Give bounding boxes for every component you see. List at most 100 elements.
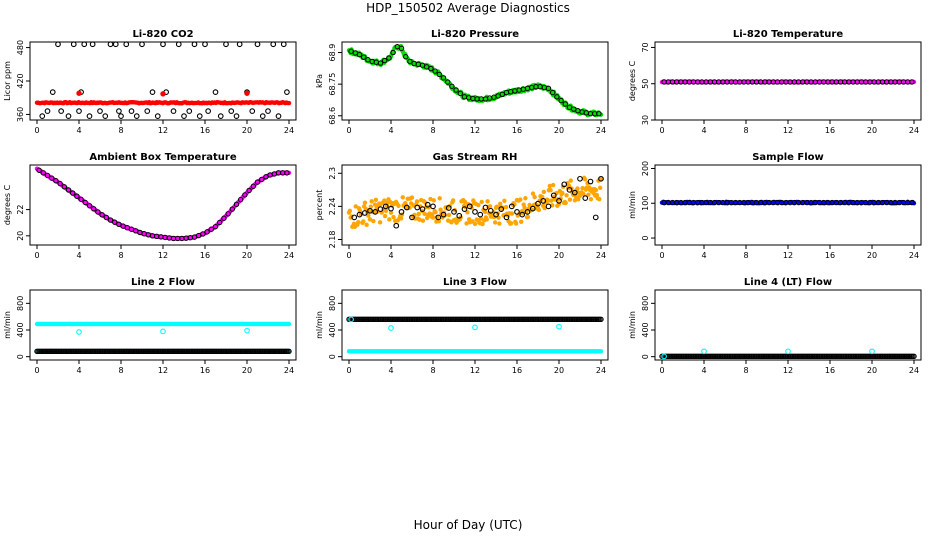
x-tick-label: 16 bbox=[825, 126, 835, 135]
data-point bbox=[191, 41, 198, 48]
x-tick-label: 0 bbox=[34, 126, 39, 135]
data-point bbox=[57, 180, 63, 187]
series-2 bbox=[348, 43, 602, 117]
data-point bbox=[701, 348, 707, 355]
data-point bbox=[586, 192, 591, 197]
y-tick-label: 0 bbox=[641, 235, 650, 240]
data-point bbox=[561, 181, 568, 188]
x-tick-label: 20 bbox=[867, 251, 877, 260]
x-tick-label: 12 bbox=[783, 366, 793, 375]
data-point bbox=[560, 190, 565, 196]
x-tick-label: 8 bbox=[743, 251, 748, 260]
series-1 bbox=[346, 349, 604, 354]
data-point bbox=[482, 209, 488, 215]
data-point bbox=[596, 110, 602, 117]
data-point bbox=[592, 214, 599, 221]
y-tick-label: 50 bbox=[641, 79, 650, 89]
data-point bbox=[205, 108, 211, 114]
data-point bbox=[250, 183, 257, 189]
series-3 bbox=[348, 316, 562, 331]
page-title: HDP_150502 Average Diagnostics bbox=[366, 1, 570, 15]
data-point bbox=[118, 113, 124, 119]
data-point bbox=[508, 203, 515, 210]
data-point bbox=[428, 196, 433, 202]
data-point bbox=[563, 200, 568, 206]
data-point bbox=[464, 221, 469, 226]
x-tick-label: 16 bbox=[200, 366, 210, 375]
data-point bbox=[372, 209, 379, 215]
y-axis-label: ml/min bbox=[3, 311, 12, 339]
data-point bbox=[233, 201, 240, 208]
data-point bbox=[70, 190, 76, 196]
data-point bbox=[393, 222, 400, 229]
y-tick-label: 70 bbox=[641, 42, 650, 52]
data-point bbox=[450, 198, 456, 203]
x-tick-label: 20 bbox=[242, 126, 252, 135]
data-point bbox=[549, 198, 554, 203]
data-point bbox=[99, 212, 105, 218]
data-point bbox=[86, 113, 93, 119]
y-tick-label: 400 bbox=[328, 322, 337, 337]
panel-9: Line 4 (LT) Flow ml/min 0 4 8 12 16 20 24 0 400 800 bbox=[628, 277, 922, 375]
data-point bbox=[55, 41, 61, 48]
data-point bbox=[361, 54, 367, 60]
y-tick-label: 0 bbox=[641, 354, 650, 359]
data-point bbox=[236, 41, 243, 48]
data-point bbox=[554, 94, 560, 100]
data-point bbox=[128, 108, 135, 114]
data-point bbox=[466, 203, 473, 210]
data-point bbox=[208, 226, 215, 232]
data-point bbox=[372, 202, 378, 207]
data-point bbox=[558, 97, 564, 104]
data-point bbox=[593, 187, 599, 193]
panel-title: Line 4 (LT) Flow bbox=[744, 277, 832, 288]
data-point bbox=[461, 206, 468, 212]
data-point bbox=[414, 199, 420, 204]
y-tick-label: 360 bbox=[16, 107, 25, 122]
data-point bbox=[414, 204, 421, 211]
data-point bbox=[76, 108, 82, 114]
data-point bbox=[212, 89, 219, 95]
data-point bbox=[575, 186, 580, 191]
x-tick-label: 8 bbox=[118, 251, 123, 260]
data-point bbox=[225, 211, 231, 217]
x-tick-label: 4 bbox=[388, 251, 393, 260]
x-tick-label: 24 bbox=[596, 251, 606, 260]
data-point bbox=[254, 179, 261, 185]
data-point bbox=[259, 113, 266, 119]
data-point bbox=[254, 41, 261, 48]
series-3 bbox=[76, 90, 250, 97]
data-point bbox=[451, 209, 457, 215]
x-tick-label: 8 bbox=[743, 126, 748, 135]
data-point bbox=[445, 205, 452, 211]
data-point bbox=[40, 170, 46, 176]
data-point bbox=[545, 203, 552, 210]
data-point bbox=[229, 206, 236, 212]
plot-frame bbox=[29, 41, 297, 121]
data-point bbox=[532, 194, 537, 200]
data-point bbox=[545, 85, 552, 92]
y-tick-label: 22 bbox=[16, 204, 25, 214]
x-tick-label: 16 bbox=[825, 366, 835, 375]
data-point bbox=[186, 108, 193, 114]
data-point bbox=[476, 202, 481, 208]
panel-title: Ambient Box Temperature bbox=[89, 152, 236, 163]
x-tick-label: 16 bbox=[200, 126, 210, 135]
data-point bbox=[416, 211, 421, 217]
data-point bbox=[556, 198, 562, 204]
data-point bbox=[540, 198, 547, 204]
data-point bbox=[44, 172, 51, 179]
series-2 bbox=[661, 199, 915, 206]
data-point bbox=[548, 187, 553, 193]
data-point bbox=[535, 200, 541, 207]
data-point bbox=[462, 199, 468, 205]
data-point bbox=[363, 206, 368, 212]
data-point bbox=[513, 221, 519, 226]
data-point bbox=[377, 60, 384, 66]
x-tick-label: 12 bbox=[470, 251, 480, 260]
data-point bbox=[74, 193, 80, 199]
series-1 bbox=[346, 175, 604, 230]
data-point bbox=[430, 215, 436, 220]
x-tick-label: 0 bbox=[34, 366, 39, 375]
data-point bbox=[911, 353, 917, 360]
